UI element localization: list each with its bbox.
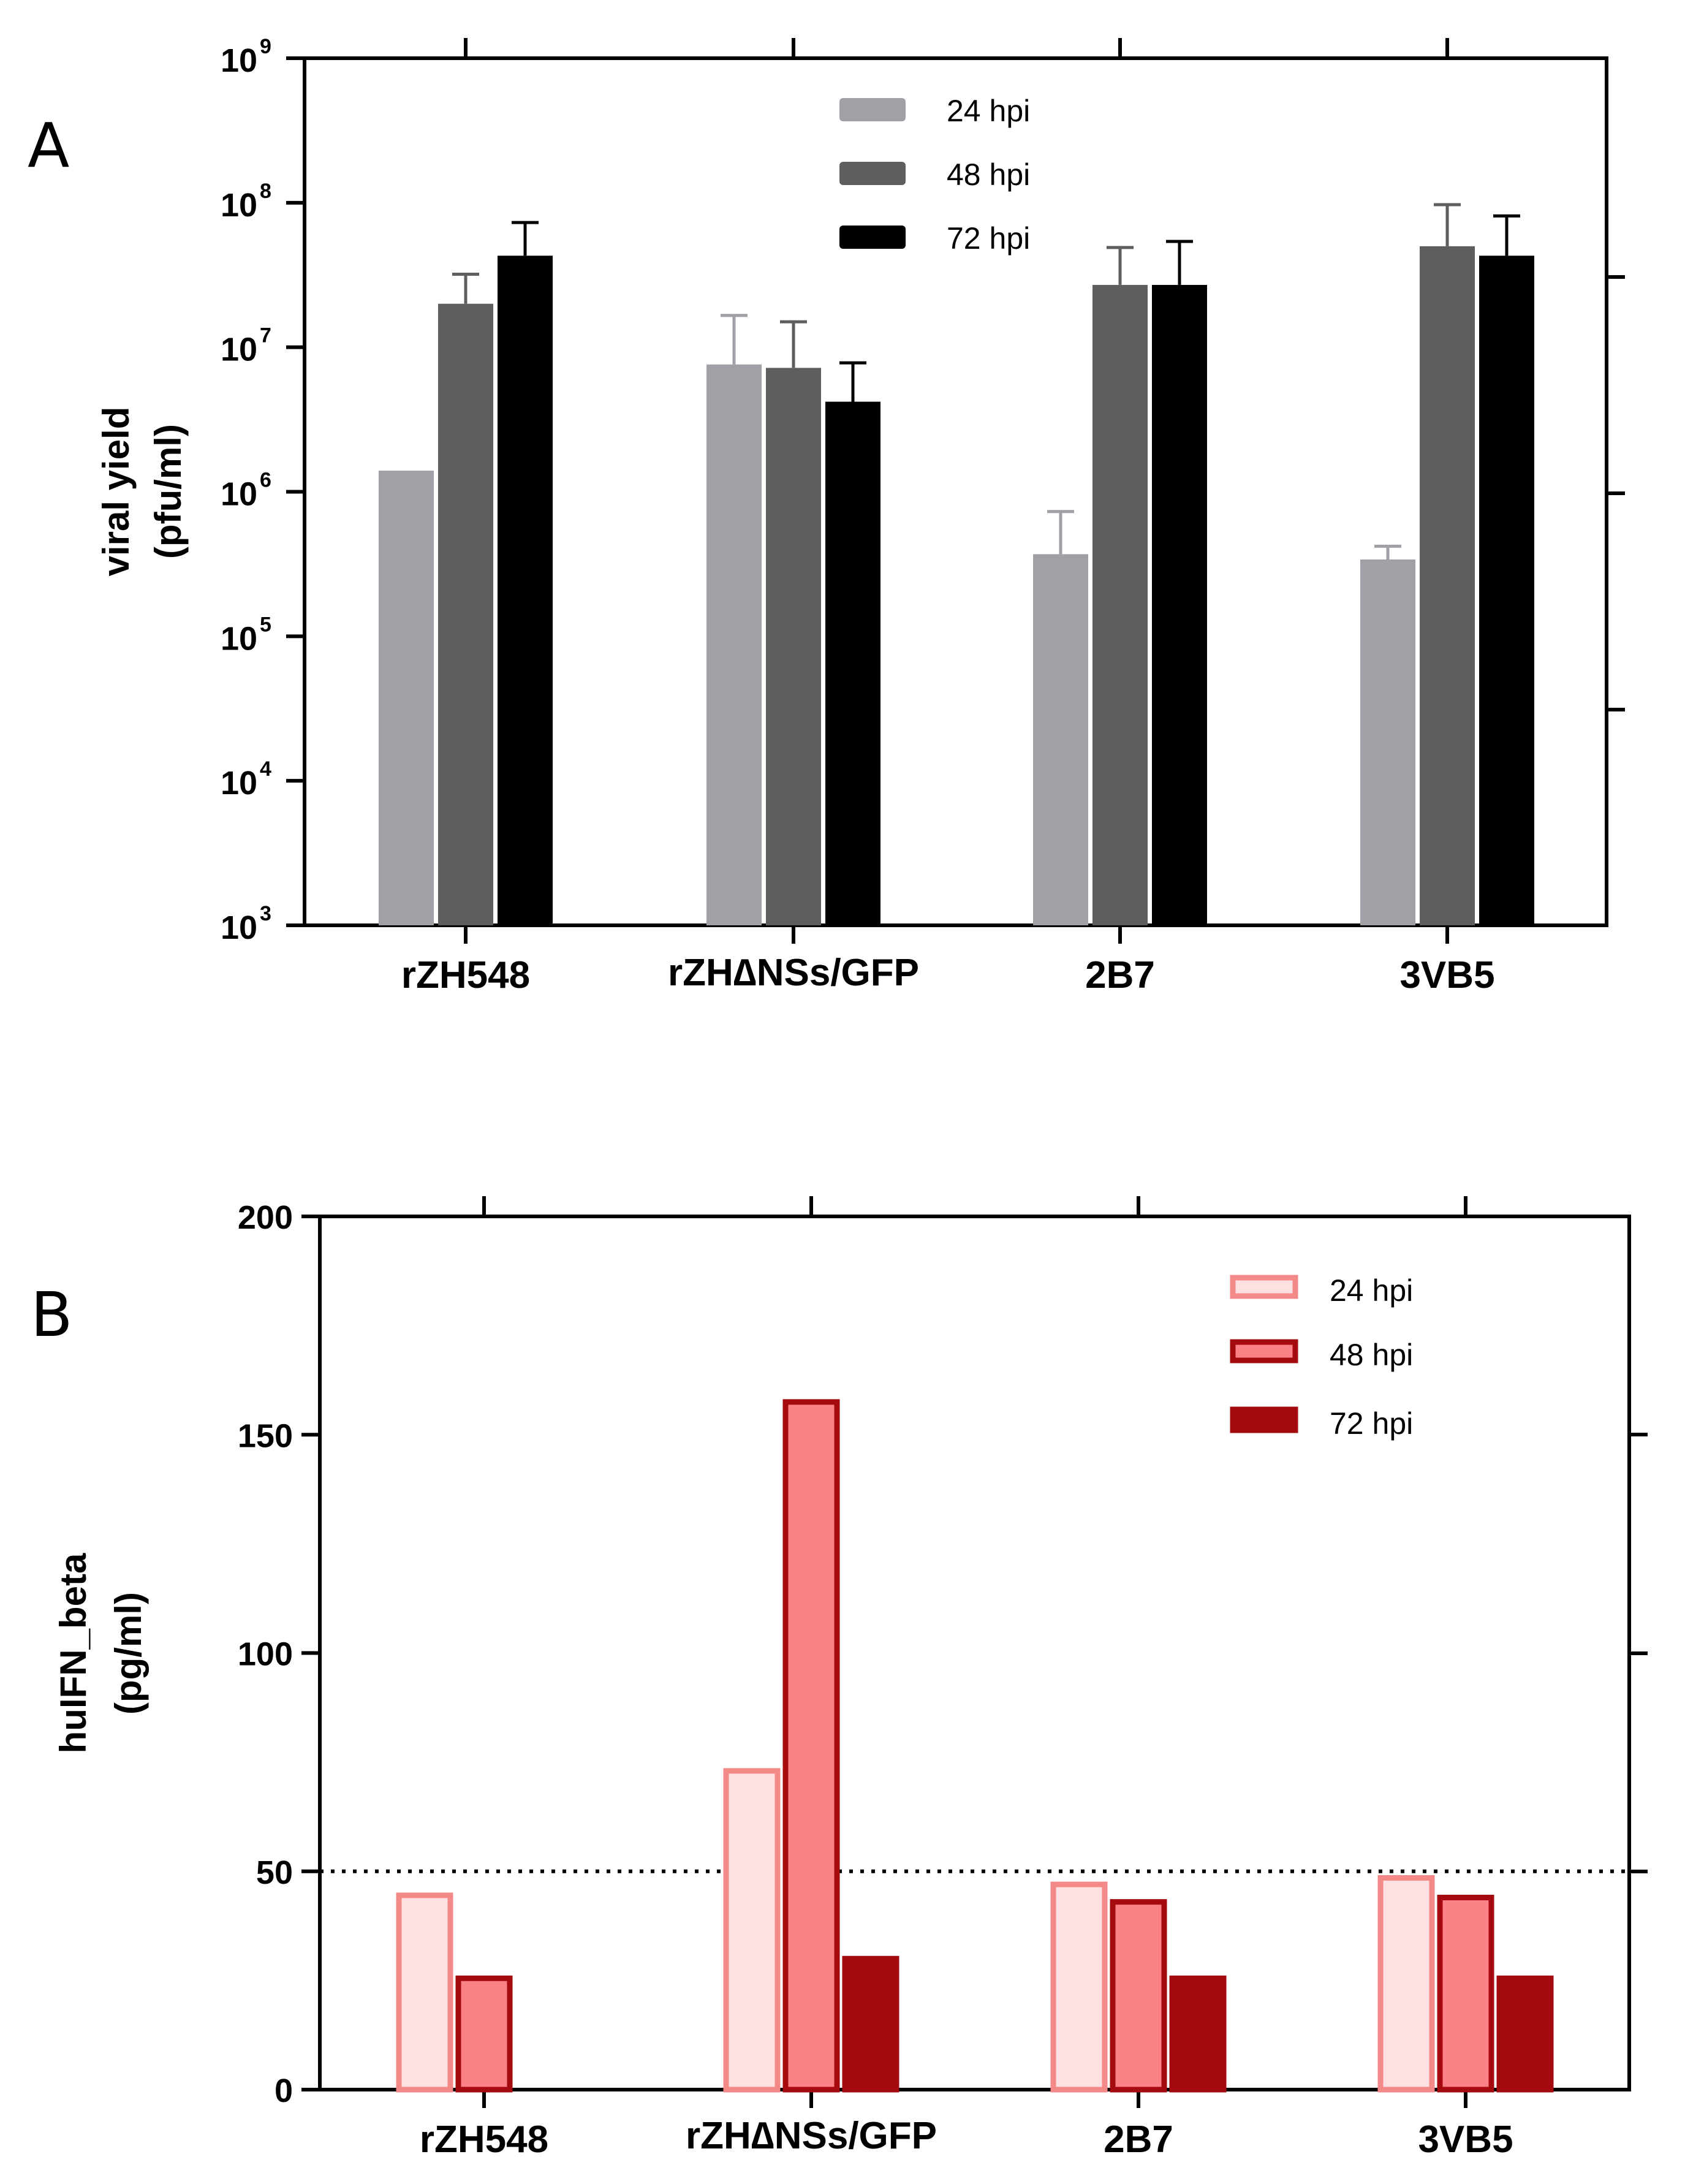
panel-b-bar-24hpi — [396, 1892, 453, 2093]
panel-b-letter: B — [31, 1279, 73, 1351]
panel-b-legend-label-48hpi: 48 hpi — [1330, 1338, 1413, 1372]
panel-b-bar-48hpi — [1437, 1895, 1494, 2093]
panel-b-category-label: rZH∆NSs/GFP — [686, 2115, 937, 2157]
panel-a-y-title-line2: (pfu/ml) — [148, 424, 189, 559]
panel-b-y-tick-label: 200 — [238, 1199, 293, 1236]
panel-b-category-label: 2B7 — [1104, 2118, 1173, 2161]
panel-b-y-tick-label: 100 — [238, 1636, 293, 1673]
panel-a-category-label: 3VB5 — [1399, 954, 1494, 996]
panel-b-bar-48hpi — [1110, 1899, 1167, 2093]
panel-b-bar-24hpi — [723, 1768, 781, 2093]
panel-a-y-tick-label: 10 — [221, 765, 257, 802]
panel-a-legend-label-72hpi: 72 hpi — [947, 221, 1030, 256]
panel-a-legend-swatch-24hpi — [839, 98, 906, 121]
panel-a-y-tick-exponent: 7 — [260, 324, 271, 347]
panel-a-bar-48hpi — [766, 368, 821, 925]
panel-a-bar-24hpi — [1360, 559, 1415, 925]
panel-a-y-title-line1: viral yield — [96, 407, 137, 577]
panel-b-y-tick-label: 50 — [256, 1854, 293, 1891]
panel-b-bar-24hpi — [1377, 1875, 1435, 2093]
panel-b-y-tick-label: 150 — [238, 1417, 293, 1454]
panel-a-category-label: rZH∆NSs/GFP — [668, 952, 919, 994]
panel-a-bar-24hpi — [379, 471, 434, 925]
panel-a-legend-label-24hpi: 24 hpi — [947, 94, 1030, 128]
panel-a-bars — [379, 203, 1534, 926]
panel-a-legend-label-48hpi: 48 hpi — [947, 157, 1030, 192]
panel-b-bar-72hpi — [1169, 1975, 1227, 2093]
panel-a-legend-swatch-72hpi — [839, 226, 906, 249]
panel-b-bar-24hpi — [1050, 1881, 1108, 2093]
panel-a-bar-48hpi — [1092, 284, 1148, 925]
panel-b-bar-72hpi — [1496, 1975, 1554, 2093]
panel-a-category-label: 2B7 — [1085, 954, 1155, 996]
panel-a-y-tick-label: 10 — [221, 620, 257, 657]
panel-a-y-tick-label: 10 — [221, 909, 257, 946]
panel-a-y-tick-exponent: 3 — [260, 902, 271, 925]
panel-a-bar-48hpi — [1420, 246, 1475, 926]
panel-b-legend-swatch-72hpi — [1230, 1406, 1298, 1433]
panel-b-legend-label-24hpi: 24 hpi — [1330, 1273, 1413, 1308]
panel-b-legend-swatch-48hpi — [1230, 1339, 1298, 1363]
panel-a-y-tick-exponent: 6 — [260, 469, 271, 492]
panel-a-legend-swatch-48hpi — [839, 162, 906, 185]
panel-a-bar-72hpi — [1152, 284, 1207, 925]
panel-a-y-tick-label: 10 — [221, 332, 257, 368]
panel-a-y-tick-exponent: 8 — [260, 180, 271, 203]
panel-b-bar-48hpi — [455, 1975, 513, 2093]
panel-b-category-label: 3VB5 — [1418, 2118, 1513, 2161]
panel-b-bars — [396, 1399, 1554, 2093]
panel-b-legend-swatch-24hpi — [1230, 1275, 1298, 1299]
panel-b-bar-72hpi — [842, 1955, 899, 2093]
panel-a-bar-72hpi — [1479, 256, 1534, 925]
panel-a-y-tick-exponent: 4 — [260, 757, 271, 781]
panel-a-bar-72hpi — [825, 401, 880, 925]
panel-b-y-title-line1: huIFN_beta — [53, 1553, 94, 1753]
panel-a-y-tick-label: 10 — [221, 42, 257, 79]
panel-b-y-tick-label: 0 — [275, 2072, 293, 2109]
panel-a-bar-24hpi — [1033, 554, 1088, 925]
panel-a-y-tick-exponent: 9 — [260, 35, 271, 58]
panel-b-bar-48hpi — [782, 1399, 840, 2093]
panel-a-bar-24hpi — [706, 364, 762, 925]
panel-b-y-ticks: 0 50 100 150 200 — [238, 1199, 320, 2109]
panel-b-chart: B 0 50 100 150 200 huIFN_beta (pg/ml) rZH548… — [31, 1196, 1648, 2161]
panel-a-y-tick-exponent: 5 — [260, 613, 271, 636]
panel-a-y-tick-label: 10 — [221, 187, 257, 224]
panel-b-y-title-line2: (pg/ml) — [108, 1592, 149, 1715]
panel-a-bar-48hpi — [438, 303, 493, 925]
panel-b-legend-label-72hpi: 72 hpi — [1330, 1406, 1413, 1441]
panel-b-category-label: rZH548 — [420, 2118, 548, 2161]
panel-a-y-tick-label: 10 — [221, 476, 257, 513]
panel-a-bar-72hpi — [498, 256, 553, 925]
panel-a-letter: A — [28, 110, 69, 181]
panel-a-category-label: rZH548 — [401, 954, 530, 996]
